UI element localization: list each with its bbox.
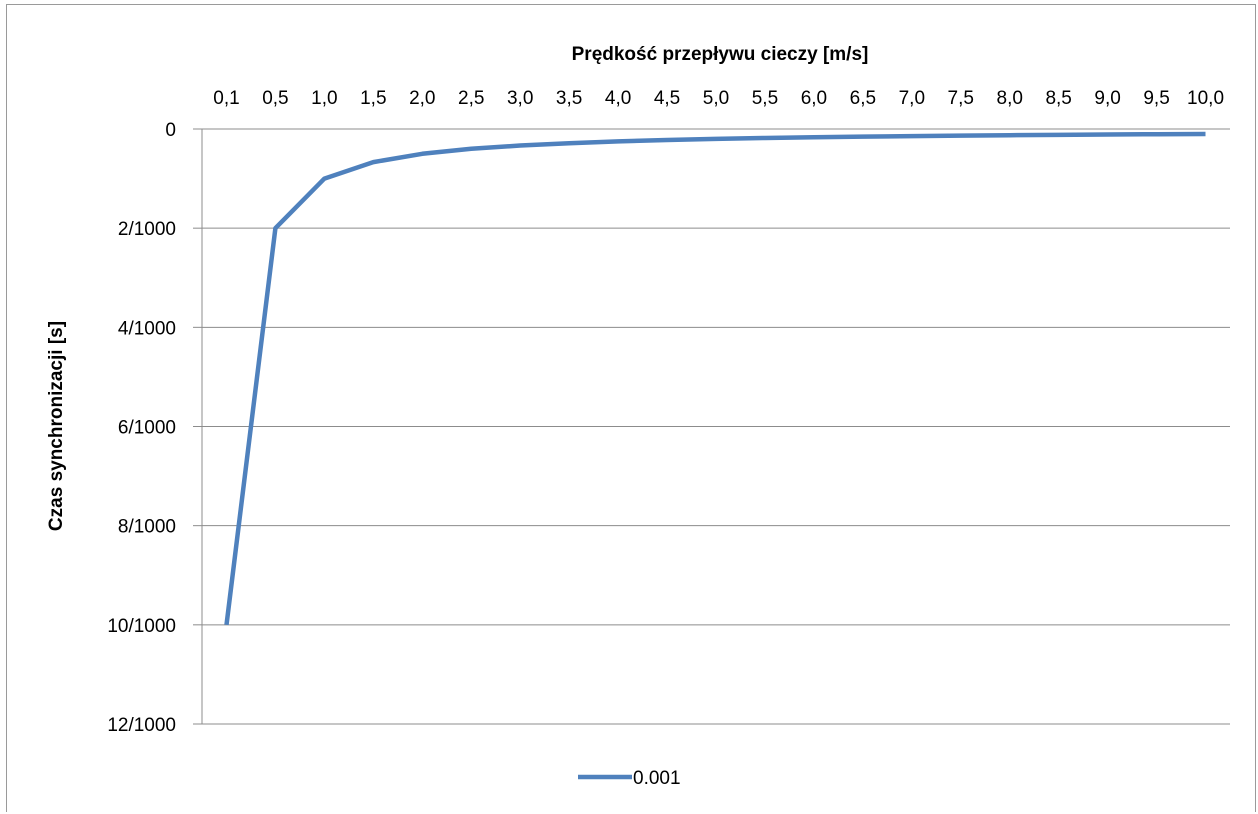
x-tick-label: 4,5: [654, 88, 680, 109]
x-tick-label: 2,0: [409, 88, 435, 109]
y-tick-label: 12/1000: [107, 715, 176, 736]
x-tick-label: 2,5: [458, 88, 484, 109]
x-tick-label: 4,0: [605, 88, 631, 109]
legend-label: 0.001: [633, 768, 681, 789]
y-axis-title: Czas synchronizacji [s]: [46, 321, 67, 531]
x-tick-labels: 0,1 0,5 1,0 1,5 2,0 2,5 3,0 3,5 4,0 4,5 5,0 5,5 6,0 6…: [213, 88, 1224, 109]
x-tick-label: 8,0: [997, 88, 1023, 109]
x-tick-label: 3,5: [556, 88, 582, 109]
x-tick-label: 7,5: [948, 88, 974, 109]
x-tick-label: 9,5: [1143, 88, 1169, 109]
series: [224, 131, 1206, 626]
x-tick-label: 1,5: [360, 88, 386, 109]
x-tick-label: 5,0: [703, 88, 729, 109]
gridlines: [202, 227, 1230, 725]
x-tick-label: 7,0: [899, 88, 925, 109]
x-tick-label: 8,5: [1045, 88, 1071, 109]
x-axis-title: Prędkość przepływu cieczy [m/s]: [572, 44, 869, 65]
y-tick-label: 10/1000: [107, 616, 176, 637]
axes: [193, 128, 1230, 725]
x-tick-label: 6,0: [801, 88, 827, 109]
series-line: [224, 131, 1206, 626]
x-tick-label: 1,0: [311, 88, 337, 109]
chart-frame: [6, 4, 1256, 812]
x-tick-label: 3,0: [507, 88, 533, 109]
x-tick-label: 10,0: [1187, 88, 1224, 109]
x-tick-label: 0,1: [213, 88, 239, 109]
y-tick-label: 8/1000: [118, 517, 176, 538]
x-tick-label: 5,5: [752, 88, 778, 109]
legend: 0.001: [578, 768, 681, 789]
y-tick-label: 0: [165, 120, 176, 141]
x-tick-label: 0,5: [262, 88, 288, 109]
x-tick-label: 6,5: [850, 88, 876, 109]
y-tick-label: 4/1000: [118, 318, 176, 339]
x-tick-label: 9,0: [1094, 88, 1120, 109]
y-tick-label: 6/1000: [118, 418, 176, 439]
y-tick-labels: 0 2/1000 4/1000 6/1000 8/1000 10/1000 12/1000: [107, 120, 176, 736]
y-tick-label: 2/1000: [118, 219, 176, 240]
